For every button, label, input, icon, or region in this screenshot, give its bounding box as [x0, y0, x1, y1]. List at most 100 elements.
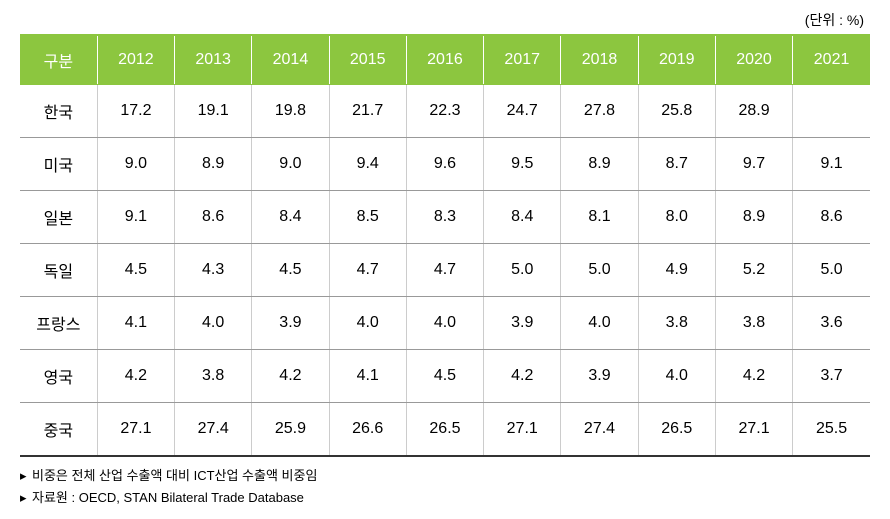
table-row: 독일 4.5 4.3 4.5 4.7 4.7 5.0 5.0 4.9 5.2 5… — [20, 244, 870, 297]
col-header-2012: 2012 — [97, 35, 174, 85]
cell: 8.6 — [793, 191, 870, 244]
cell: 8.7 — [638, 138, 715, 191]
cell: 3.8 — [175, 350, 252, 403]
cell: 21.7 — [329, 85, 406, 138]
cell: 3.7 — [793, 350, 870, 403]
footnote-text: 자료원 : OECD, STAN Bilateral Trade Databas… — [32, 490, 304, 505]
cell: 9.4 — [329, 138, 406, 191]
row-label: 중국 — [20, 403, 97, 457]
cell: 8.6 — [175, 191, 252, 244]
col-header-2013: 2013 — [175, 35, 252, 85]
cell: 27.1 — [97, 403, 174, 457]
cell — [793, 85, 870, 138]
cell: 4.0 — [329, 297, 406, 350]
row-label: 일본 — [20, 191, 97, 244]
table-row: 미국 9.0 8.9 9.0 9.4 9.6 9.5 8.9 8.7 9.7 9… — [20, 138, 870, 191]
cell: 27.1 — [484, 403, 561, 457]
cell: 3.6 — [793, 297, 870, 350]
footnote-text: 비중은 전체 산업 수출액 대비 ICT산업 수출액 비중임 — [32, 468, 317, 483]
cell: 4.0 — [561, 297, 638, 350]
cell: 4.3 — [175, 244, 252, 297]
cell: 27.4 — [561, 403, 638, 457]
table-row: 일본 9.1 8.6 8.4 8.5 8.3 8.4 8.1 8.0 8.9 8… — [20, 191, 870, 244]
cell: 3.8 — [715, 297, 792, 350]
unit-label: (단위 : %) — [20, 10, 870, 30]
cell: 4.2 — [97, 350, 174, 403]
cell: 19.8 — [252, 85, 329, 138]
cell: 4.1 — [97, 297, 174, 350]
col-header-2020: 2020 — [715, 35, 792, 85]
cell: 9.1 — [97, 191, 174, 244]
cell: 4.0 — [175, 297, 252, 350]
cell: 8.5 — [329, 191, 406, 244]
col-header-2017: 2017 — [484, 35, 561, 85]
cell: 4.7 — [329, 244, 406, 297]
row-label: 프랑스 — [20, 297, 97, 350]
cell: 4.5 — [406, 350, 483, 403]
row-label: 한국 — [20, 85, 97, 138]
cell: 8.9 — [561, 138, 638, 191]
data-table: 구분 2012 2013 2014 2015 2016 2017 2018 20… — [20, 34, 870, 457]
footnotes: ▸비중은 전체 산업 수출액 대비 ICT산업 수출액 비중임 ▸자료원 : O… — [20, 465, 870, 509]
col-header-2016: 2016 — [406, 35, 483, 85]
cell: 3.9 — [484, 297, 561, 350]
footnote-2: ▸자료원 : OECD, STAN Bilateral Trade Databa… — [20, 487, 870, 509]
cell: 4.2 — [252, 350, 329, 403]
cell: 4.9 — [638, 244, 715, 297]
header-row: 구분 2012 2013 2014 2015 2016 2017 2018 20… — [20, 35, 870, 85]
cell: 17.2 — [97, 85, 174, 138]
col-header-2015: 2015 — [329, 35, 406, 85]
row-label: 영국 — [20, 350, 97, 403]
footnote-marker-icon: ▸ — [20, 465, 32, 487]
cell: 3.9 — [252, 297, 329, 350]
table-row: 한국 17.2 19.1 19.8 21.7 22.3 24.7 27.8 25… — [20, 85, 870, 138]
cell: 4.0 — [406, 297, 483, 350]
cell: 25.5 — [793, 403, 870, 457]
cell: 9.0 — [97, 138, 174, 191]
cell: 4.2 — [715, 350, 792, 403]
table-row: 중국 27.1 27.4 25.9 26.6 26.5 27.1 27.4 26… — [20, 403, 870, 457]
cell: 9.6 — [406, 138, 483, 191]
cell: 25.9 — [252, 403, 329, 457]
table-row: 프랑스 4.1 4.0 3.9 4.0 4.0 3.9 4.0 3.8 3.8 … — [20, 297, 870, 350]
cell: 27.1 — [715, 403, 792, 457]
cell: 8.0 — [638, 191, 715, 244]
cell: 25.8 — [638, 85, 715, 138]
footnote-marker-icon: ▸ — [20, 487, 32, 509]
cell: 27.4 — [175, 403, 252, 457]
cell: 4.5 — [252, 244, 329, 297]
cell: 9.7 — [715, 138, 792, 191]
cell: 8.1 — [561, 191, 638, 244]
cell: 5.0 — [484, 244, 561, 297]
cell: 4.0 — [638, 350, 715, 403]
cell: 27.8 — [561, 85, 638, 138]
row-label: 미국 — [20, 138, 97, 191]
footnote-1: ▸비중은 전체 산업 수출액 대비 ICT산업 수출액 비중임 — [20, 465, 870, 487]
cell: 4.5 — [97, 244, 174, 297]
col-header-category: 구분 — [20, 35, 97, 85]
cell: 28.9 — [715, 85, 792, 138]
cell: 4.2 — [484, 350, 561, 403]
col-header-2021: 2021 — [793, 35, 870, 85]
cell: 26.5 — [406, 403, 483, 457]
cell: 8.4 — [484, 191, 561, 244]
cell: 8.4 — [252, 191, 329, 244]
cell: 8.9 — [175, 138, 252, 191]
table-row: 영국 4.2 3.8 4.2 4.1 4.5 4.2 3.9 4.0 4.2 3… — [20, 350, 870, 403]
cell: 24.7 — [484, 85, 561, 138]
cell: 5.2 — [715, 244, 792, 297]
cell: 8.3 — [406, 191, 483, 244]
cell: 4.7 — [406, 244, 483, 297]
table-body: 한국 17.2 19.1 19.8 21.7 22.3 24.7 27.8 25… — [20, 85, 870, 457]
col-header-2014: 2014 — [252, 35, 329, 85]
col-header-2018: 2018 — [561, 35, 638, 85]
cell: 9.1 — [793, 138, 870, 191]
cell: 26.6 — [329, 403, 406, 457]
cell: 26.5 — [638, 403, 715, 457]
cell: 22.3 — [406, 85, 483, 138]
col-header-2019: 2019 — [638, 35, 715, 85]
cell: 5.0 — [793, 244, 870, 297]
cell: 3.8 — [638, 297, 715, 350]
row-label: 독일 — [20, 244, 97, 297]
cell: 19.1 — [175, 85, 252, 138]
